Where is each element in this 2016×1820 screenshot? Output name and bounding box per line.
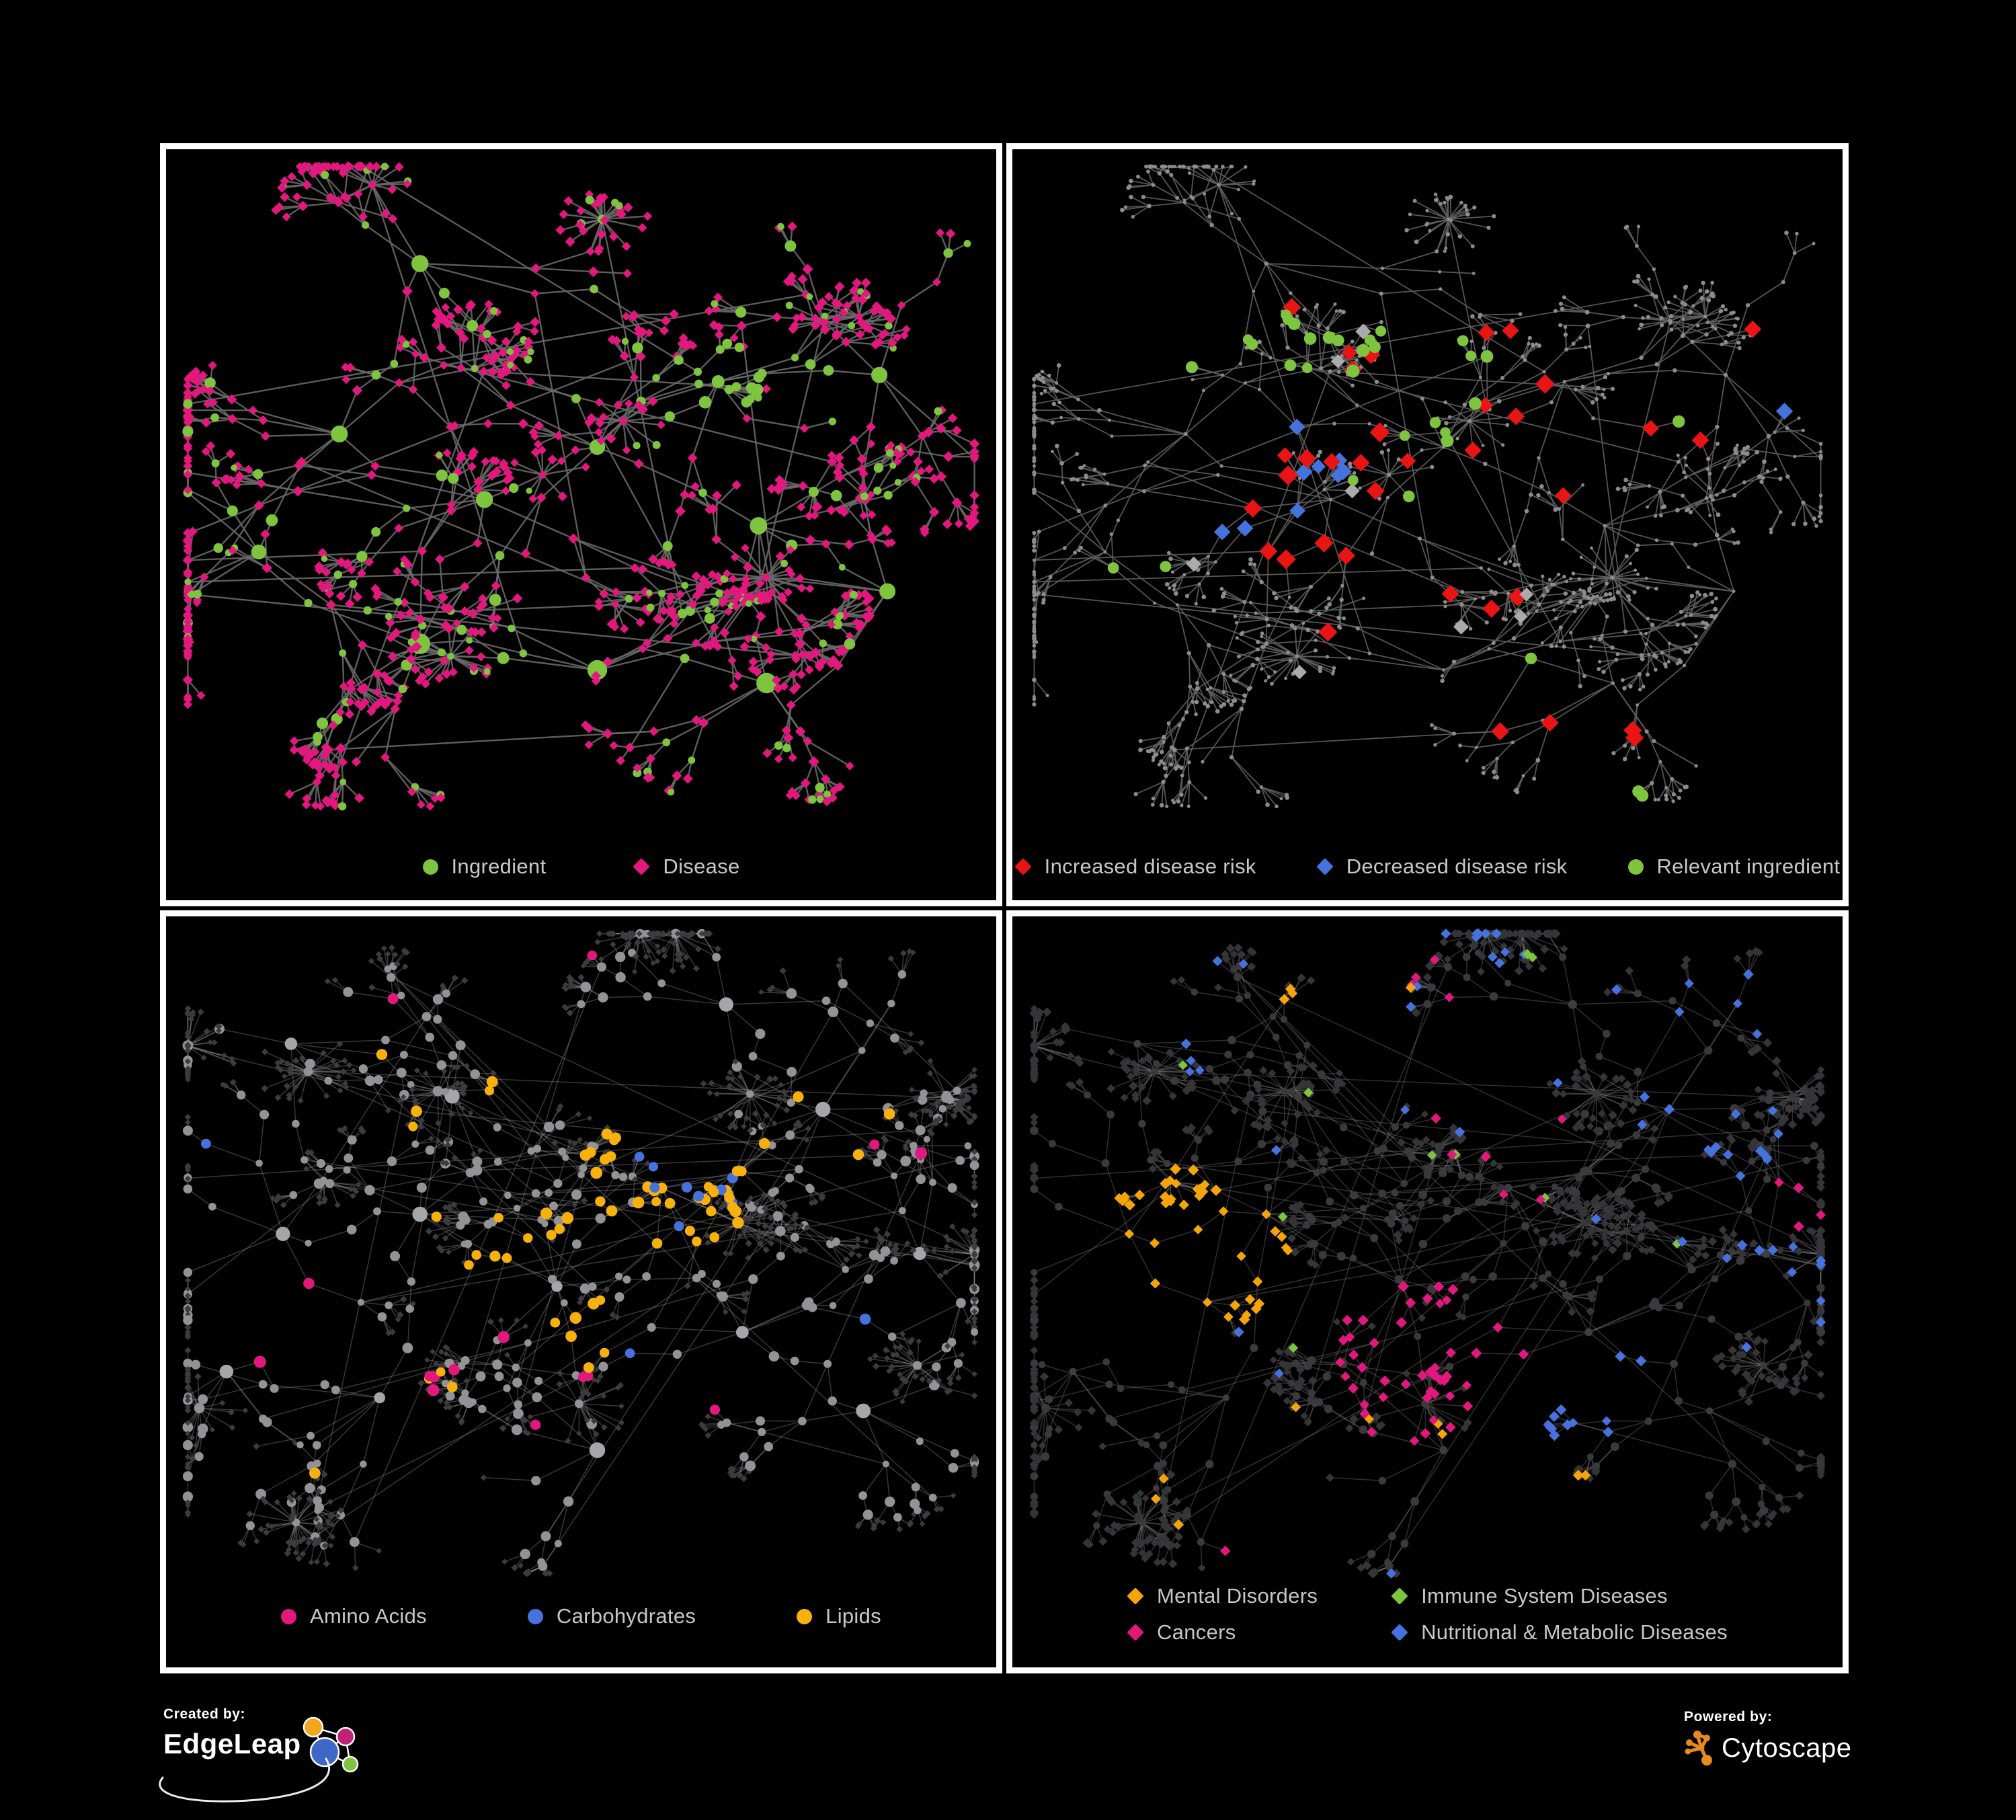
disease-risk-network-canvas	[1032, 164, 1823, 809]
legend-item-lipids: Lipids	[797, 1604, 881, 1628]
legend-item-immune-system-diseases: Immune System Diseases	[1391, 1584, 1728, 1608]
edgeleap-logo	[303, 1716, 358, 1773]
panel-macronutrients: Amino Acids Carbohydrates Lipids	[160, 910, 1002, 1673]
powered-by-label: Powered by:	[1684, 1709, 1773, 1725]
edges-layer	[1033, 165, 1822, 807]
legend-label: Increased disease risk	[1044, 855, 1256, 878]
diamond-legend-marker	[633, 858, 651, 875]
macronutrients-network-canvas	[182, 928, 980, 1577]
legend-disease-categories: Mental Disorders Immune System Diseases Ca…	[1012, 1584, 1843, 1645]
created-by-block: Created by: EdgeLeap	[159, 1706, 362, 1803]
panel-ingredient-disease: Ingredient Disease	[160, 143, 1002, 906]
panel-grid: Ingredient Disease Increased disease risk…	[160, 143, 1849, 1673]
diamond-legend-marker	[1014, 858, 1032, 875]
legend-label: Nutritional & Metabolic Diseases	[1421, 1620, 1728, 1644]
legend-label: Disease	[663, 855, 740, 878]
legend-label: Decreased disease risk	[1346, 855, 1568, 878]
legend-item-mental-disorders: Mental Disorders	[1127, 1584, 1318, 1608]
legend-item-disease: Disease	[633, 855, 739, 879]
panel-disease-risk: Increased disease risk Decreased disease …	[1006, 143, 1849, 906]
legend-ingredient-disease: Ingredient Disease	[166, 855, 996, 879]
nodes-layer	[182, 161, 980, 811]
legend-item-decreased-disease-risk: Decreased disease risk	[1316, 855, 1568, 879]
legend-item-ingredient: Ingredient	[422, 855, 547, 879]
legend-label: Relevant ingredient	[1656, 855, 1841, 878]
legend-item-nutritional-metabolic-diseases: Nutritional & Metabolic Diseases	[1391, 1620, 1728, 1645]
legend-item-relevant-ingredient: Relevant ingredient	[1627, 855, 1841, 879]
panel-disease-categories: Mental Disorders Immune System Diseases Ca…	[1006, 910, 1849, 1673]
legend-macronutrients: Amino Acids Carbohydrates Lipids	[166, 1604, 996, 1628]
legend-label: Mental Disorders	[1157, 1584, 1318, 1608]
diamond-legend-marker	[1391, 1624, 1408, 1641]
diamond-legend-marker	[1127, 1624, 1144, 1641]
powered-by-block: Powered by: Cytoscape	[1684, 1709, 1851, 1767]
legend-item-amino-acids: Amino Acids	[281, 1604, 427, 1628]
circle-legend-marker	[527, 1608, 543, 1624]
edges-layer	[187, 165, 975, 807]
cytoscape-wordmark: Cytoscape	[1722, 1733, 1852, 1763]
edges-layer	[1033, 933, 1822, 1574]
circle-legend-marker	[797, 1608, 813, 1624]
ingredient-disease-network-canvas	[182, 161, 980, 811]
legend-disease-risk: Increased disease risk Decreased disease …	[1012, 855, 1843, 879]
circle-legend-marker	[281, 1608, 297, 1624]
legend-item-increased-disease-risk: Increased disease risk	[1014, 855, 1256, 879]
legend-item-cancers: Cancers	[1127, 1620, 1318, 1645]
nodes-layer	[182, 928, 980, 1577]
legend-label: Carbohydrates	[556, 1604, 696, 1628]
circle-legend-marker	[1627, 859, 1644, 875]
diamond-legend-marker	[1391, 1587, 1408, 1605]
circle-legend-marker	[422, 859, 438, 875]
legend-label: Lipids	[825, 1604, 881, 1628]
cytoscape-logo	[1685, 1731, 1712, 1766]
nodes-layer	[1029, 928, 1826, 1579]
diamond-legend-marker	[1316, 858, 1334, 875]
legend-item-carbohydrates: Carbohydrates	[527, 1604, 696, 1628]
edges-layer	[187, 933, 975, 1574]
legend-label: Immune System Diseases	[1421, 1584, 1668, 1608]
legend-label: Amino Acids	[310, 1604, 427, 1628]
nodes-layer	[1032, 164, 1823, 809]
disease-categories-network-canvas	[1029, 928, 1826, 1579]
legend-label: Ingredient	[451, 855, 547, 878]
legend-label: Cancers	[1157, 1620, 1236, 1644]
edgeleap-wordmark: EdgeLeap	[163, 1728, 301, 1759]
created-by-label: Created by:	[163, 1706, 246, 1722]
diamond-legend-marker	[1127, 1587, 1144, 1605]
